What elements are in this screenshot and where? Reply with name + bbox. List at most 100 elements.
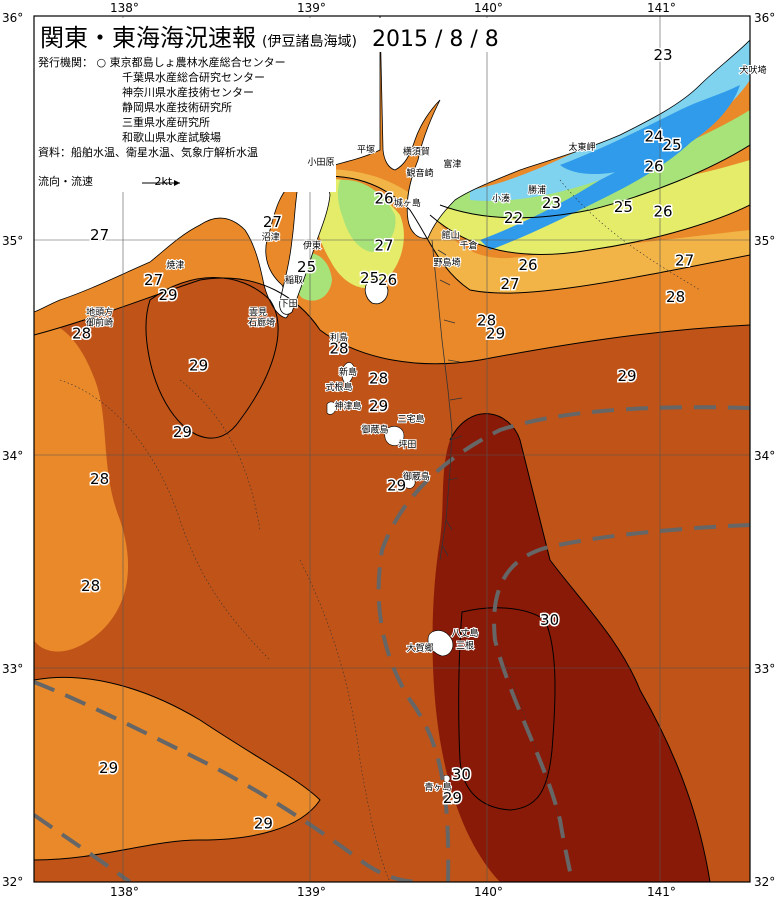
zone-cold-offshore [560,85,740,175]
place-label: 横須賀 [403,145,430,157]
lat-label: 34° [754,449,775,463]
place-label: 雲見 [249,307,267,318]
map-frame [33,15,751,883]
place-label: 犬吠埼 [739,64,766,76]
place-label: 館山 [442,229,460,241]
agency-name: 和歌山県水産試験場 [122,131,221,144]
isotherm-label: 26 [644,158,663,176]
isotherm-label: 26 [518,256,537,274]
lat-label: 34° [2,449,23,463]
zone-30-core [432,413,710,882]
place-label: 坪田 [398,440,416,451]
agency-label: 発行機関： [38,56,93,69]
isotherm-label: 26 [653,202,672,220]
lon-label: 141° [647,1,676,15]
place-label: 御前崎 [86,317,113,329]
place-label: 小田原 [307,157,334,168]
isotherm-label: 29 [99,759,118,777]
isotherm-label: 25 [297,258,316,276]
place-label: 沼津 [262,232,280,243]
place-label: 青ヶ島 [424,781,451,793]
isotherm-label: 23 [653,46,672,64]
place-label: 伊東 [303,240,321,252]
lat-label: 36° [2,11,23,25]
lon-label: 140° [474,1,503,15]
place-label: 三宅島 [397,413,424,425]
flow-legend: 流向・流速 2kt [38,174,286,189]
land-oshima [364,278,389,305]
isotherm-label: 28 [369,369,388,387]
flow-legend-arrowhead [174,180,180,186]
current-vectors [431,239,463,561]
lon-label: 141° [647,885,676,899]
place-label: 御蔵島 [361,424,388,436]
isotherm-label: 29 [387,476,406,494]
place-label: 地頭方 [86,306,113,318]
place-label: 稲取 [285,274,303,286]
place-label: 富津 [443,158,461,170]
zone-28-patch-west [34,320,129,652]
isotherm-label: 28 [72,324,91,342]
lon-label: 138° [110,1,139,15]
zone-28-southwest-patch [34,677,320,860]
isotherm-label: 29 [158,286,177,304]
isotherm-label: 29 [486,324,505,342]
map-date: 2015 / 8 / 8 [372,27,499,52]
isotherm-label: 28 [477,312,496,330]
land-niijima [341,362,355,384]
lat-labels-right: 36° 35° 34° 33° 32° [754,11,775,889]
agency-name: 静岡県水産技術研究所 [122,101,232,114]
isotherm-label: 27 [90,226,109,244]
isotherm-label: 25 [662,136,681,154]
place-label: 太東岬 [568,141,595,153]
place-label: 石廊埼 [248,317,275,329]
isotherm-label: 29 [369,397,388,415]
isotherm-label: 25 [360,269,379,287]
isotherm-label: 27 [263,213,282,231]
isotherm-label: 29 [443,789,462,807]
isotherm-label: 27 [500,275,519,293]
kuroshio-axis [34,405,750,882]
lat-label: 32° [2,875,23,889]
lat-labels-left: 36° 35° 34° 33° 32° [2,11,23,889]
isotherm-label: 23 [542,194,561,212]
flow-legend-label: 流向・流速 [38,175,93,188]
place-label: 焼津 [166,260,184,271]
place-label: 小湊 [492,192,510,204]
isotherm-label: 24 [644,128,663,146]
isotherm-label: 30 [452,765,471,783]
lon-label: 140° [474,885,503,899]
place-label: 式根島 [325,381,352,393]
isotherm-label: 25 [614,198,633,216]
place-label: 下田 [280,298,298,309]
lat-label: 36° [754,11,775,25]
place-label: 大賀郷 [406,642,433,654]
land-miyakejima [384,426,405,446]
land-mikurajima [403,475,416,489]
agency-name: 東京都島しょ農林水産総合センター [109,56,286,69]
lat-label: 33° [2,662,23,676]
agency-name: 神奈川県水産技術センター [122,86,254,99]
isotherm-label: 27 [374,237,393,255]
bathymetry-lines [59,179,701,882]
place-label: 平塚 [357,144,375,155]
isotherm-label: 27 [144,271,163,289]
circle-icon: ○ [96,56,107,69]
lon-labels-top: 138° 139° 140° 141° [110,1,676,15]
isotherm-label: 30 [540,611,559,629]
isotherm-label: 29 [254,815,273,833]
land-boso-miura [379,16,750,239]
place-label: 利島 [330,332,348,344]
place-label: 御蔵島 [403,471,430,483]
land-hachijojima [427,630,454,657]
lon-label: 138° [110,885,139,899]
isotherm-label: 29 [173,423,192,441]
info-background [36,52,336,192]
info-box: 発行機関： ○ 東京都島しょ農林水産総合センター 千葉県水産総合研究センター 神… [38,55,286,189]
place-label: 八丈島 [451,627,478,639]
place-label: 神津島 [334,400,361,412]
place-label: 城ヶ島 [394,197,421,209]
lat-label: 35° [754,234,775,248]
